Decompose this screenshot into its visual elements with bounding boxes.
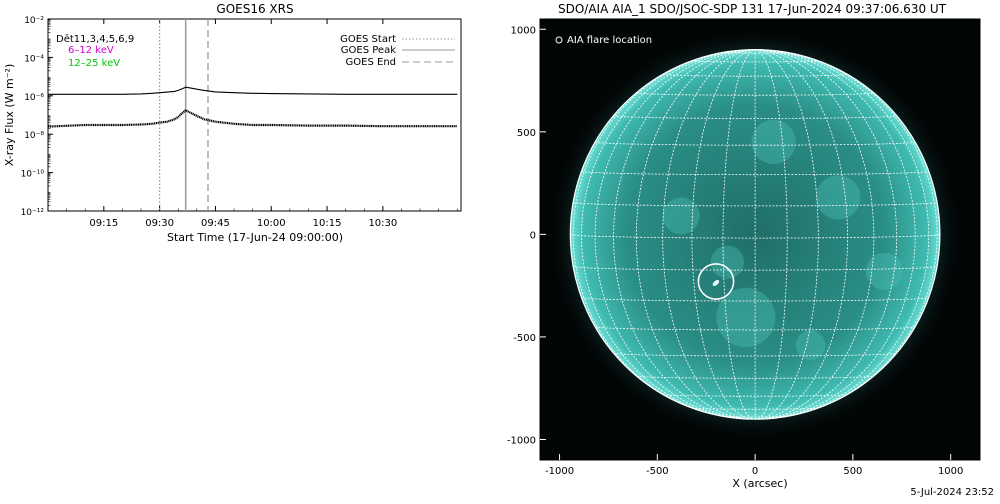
aia-x-ticks: -1000 -500 0 500 1000 [545,454,963,477]
latitude-line [594,141,916,146]
legend-label-goes-start: GOES Start [340,34,396,45]
band-label-12-25kev: 12–25 keV [68,58,120,69]
y-tick-label: 1000 [511,25,536,36]
active-regions [662,119,903,361]
x-tick-label: 09:30 [145,218,174,229]
x-tick-label: 1000 [938,466,963,477]
latitude-line [691,407,819,410]
aia-image-frame [539,18,981,461]
lightcurve-y-axis-label: X-ray Flux (W m⁻²) [3,64,16,166]
lightcurve-plot-frame [47,18,462,212]
aia-y-ticks: -1000 -500 0 500 1000 [507,25,546,446]
x-tick-label: 09:45 [201,218,230,229]
lightcurve-x-ticks: 09:15 09:30 09:45 10:00 10:15 10:30 [47,19,458,229]
detector-label: Dēt11,3,4,5,6,9 [56,34,134,45]
latitude-line [636,375,875,379]
longitude-line [691,49,756,420]
heliographic-grid [570,49,941,420]
longitude-line [755,49,875,420]
latitude-line [722,52,788,54]
aia-image-title: SDO/AIA AIA_1 SDO/JSOC-SDP 131 17-Jun-20… [558,2,947,16]
latitude-line [662,394,848,397]
x-tick-label: 10:15 [313,218,342,229]
y-tick-label: -500 [513,333,536,344]
longitude-line [755,49,819,420]
flare-location-circle [697,263,735,300]
y-tick-label: 10⁻⁶ [24,93,44,103]
x-tick-label: -1000 [545,466,574,477]
aia-x-axis-label: X (arcsec) [732,477,787,490]
series-line-6-12kev [48,86,458,95]
lightcurve-legend: GOES Start GOES Peak GOES End [340,34,455,68]
y-tick-label: 10⁻¹² [21,208,45,218]
latitude-line [572,202,938,207]
x-tick-label: 500 [843,466,862,477]
x-tick-label: 10:30 [368,218,397,229]
longitude-line [635,49,756,420]
latitude-line [636,92,875,96]
series-line-12-25kev [48,108,458,128]
lightcurve-x-axis-label: Start Time (17-Jun-24 09:00:00) [167,231,343,244]
goes-lightcurve-panel: GOES16 XRS 10⁻¹² 10⁻¹⁰ 10⁻⁸ 10⁻⁶ 10⁻⁴ 10⁻² 09… [3,2,462,244]
y-tick-label: 10⁻¹⁰ [21,170,45,180]
bright-region [716,287,776,348]
flare-kernel [712,279,720,286]
y-tick-label: 10⁻² [24,16,44,26]
legend-label-goes-peak: GOES Peak [341,45,396,56]
x-tick-label: 09:15 [89,218,118,229]
longitude-line [722,49,756,420]
latitude-line [594,326,916,331]
latitude-line [572,266,938,271]
y-tick-label: -1000 [507,435,536,446]
bright-region [751,119,796,165]
y-tick-label: 10⁻⁸ [24,131,44,141]
flare-legend-label: AIA flare location [567,35,652,46]
lightcurve-event-markers [158,19,209,211]
flare-legend-marker [555,36,563,44]
solar-disk [570,49,940,420]
band-label-6-12kev: 6–12 keV [68,45,114,56]
legend-label-goes-end: GOES End [346,57,396,68]
y-tick-label: 500 [517,128,536,139]
x-tick-label: 0 [752,466,758,477]
y-tick-label: 0 [530,230,536,241]
bright-region [816,175,861,220]
latitude-line [570,234,941,239]
x-tick-label: -500 [646,466,669,477]
solar-limb [569,48,941,420]
latitude-line [613,352,897,357]
bright-region [662,197,700,235]
latitude-line [662,74,848,77]
aia-image-panel: SDO/AIA AIA_1 SDO/JSOC-SDP 131 17-Jun-20… [507,2,981,490]
x-tick-label: 10:00 [257,218,286,229]
bright-region [795,330,826,361]
bright-region [710,245,745,279]
latitude-line [691,60,819,63]
latitude-line [613,115,897,119]
lightcurve-y-ticks: 10⁻¹² 10⁻¹⁰ 10⁻⁸ 10⁻⁶ 10⁻⁴ 10⁻² [21,16,53,218]
bright-region [865,252,903,290]
lightcurve-series [48,86,458,128]
y-tick-label: 10⁻⁴ [24,54,44,64]
lightcurve-title: GOES16 XRS [216,2,293,16]
footer-timestamp: 5-Jul-2024 23:52 [910,487,994,498]
